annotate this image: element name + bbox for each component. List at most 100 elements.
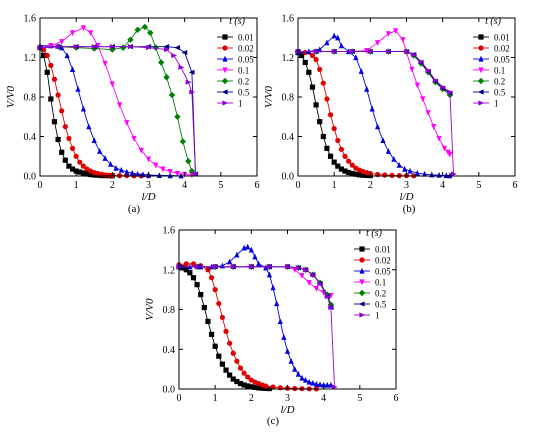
series-0.02 [37,45,152,179]
legend-label: 1 [375,311,380,321]
data-point [302,376,309,383]
data-point [284,348,291,354]
data-point [255,260,262,267]
data-point [152,44,159,51]
data-point [292,365,298,372]
data-point [299,52,305,59]
data-point [400,37,406,43]
legend-entry-0.01: 0.01 [473,33,510,43]
legend-marker [478,67,484,74]
data-point [69,66,76,72]
legend-label: 0.02 [238,44,254,54]
data-point [447,89,454,95]
data-point [425,67,432,73]
data-point [174,45,181,51]
data-point [421,170,428,177]
data-point [369,105,375,112]
legend-marker [478,34,484,40]
data-point [335,137,341,144]
series-0.05 [37,42,184,179]
legend-label: 0.05 [238,55,254,65]
legend-marker [221,89,228,95]
data-point [360,172,366,178]
series-line [179,266,332,308]
data-point [324,96,330,102]
legend-label: 0.2 [375,289,386,299]
legend: t (s) 0.010.020.050.10.20.51 [354,228,391,321]
data-point [73,168,79,174]
data-point [248,246,254,253]
x-tick-label: 5 [218,180,223,191]
data-point [124,120,130,126]
data-point [349,162,355,168]
series-line [40,45,182,177]
legend-entry-0.05: 0.05 [473,55,510,65]
data-point [179,138,187,145]
data-point [353,171,359,177]
data-point [230,264,237,270]
data-point [317,66,323,72]
data-point [234,358,240,364]
data-point [80,105,86,112]
legend-entry-0.5: 0.5 [473,88,506,98]
data-point [109,81,115,88]
x-tick-label: 3 [404,180,409,191]
data-point [55,136,61,143]
legend-marker [222,45,228,51]
data-point [342,153,348,159]
legend-title: t (s) [366,228,383,239]
data-point [113,164,119,171]
data-point [185,157,192,165]
data-point [219,361,225,367]
x-tick-label: 6 [513,180,518,191]
x-tick-label: 2 [249,393,254,404]
data-point [138,147,144,154]
data-point [230,376,236,382]
y-tick-label: 0.0 [163,385,176,396]
legend-entry-0.2: 0.2 [473,77,505,87]
data-point [216,300,222,307]
data-point [402,165,408,172]
data-point [55,92,61,98]
data-point [212,287,218,293]
data-point [349,170,355,177]
data-point [374,123,381,130]
data-point [192,171,199,177]
data-point [185,79,192,85]
legend-label: 0.01 [238,33,254,43]
data-point [331,126,337,132]
data-point [212,264,219,270]
data-point [252,384,258,391]
data-point [178,64,185,70]
legend-entry-0.05: 0.05 [354,267,391,277]
data-point [234,378,240,385]
x-tick-label: 4 [182,180,187,191]
data-point [194,264,201,270]
legend-label: 0.2 [494,77,505,87]
data-point [167,172,173,179]
data-point [309,84,316,90]
data-point [420,96,426,103]
data-point [255,385,262,391]
data-point [44,52,50,59]
y-tick-label: 0.4 [24,132,37,143]
data-point [216,353,222,359]
data-point [88,30,94,37]
data-point [313,56,319,63]
legend-label: 0.1 [238,66,249,76]
data-point [171,52,178,59]
data-point [385,48,392,55]
data-point [320,80,326,86]
data-point [102,155,108,161]
panel-caption: (a) [128,203,141,215]
data-point [188,167,196,175]
y-tick-label: 1.6 [24,14,37,25]
data-point [227,372,233,378]
series-0.1 [295,28,453,158]
data-point [374,40,381,46]
data-point [266,264,273,270]
chart-panel-1: 0 1 2 3 4 5 60.00.40.81.21.6l/DV/V0t (s)0.010.… [5,14,260,216]
data-point [263,383,269,389]
data-point [86,123,92,130]
data-point [102,60,108,67]
